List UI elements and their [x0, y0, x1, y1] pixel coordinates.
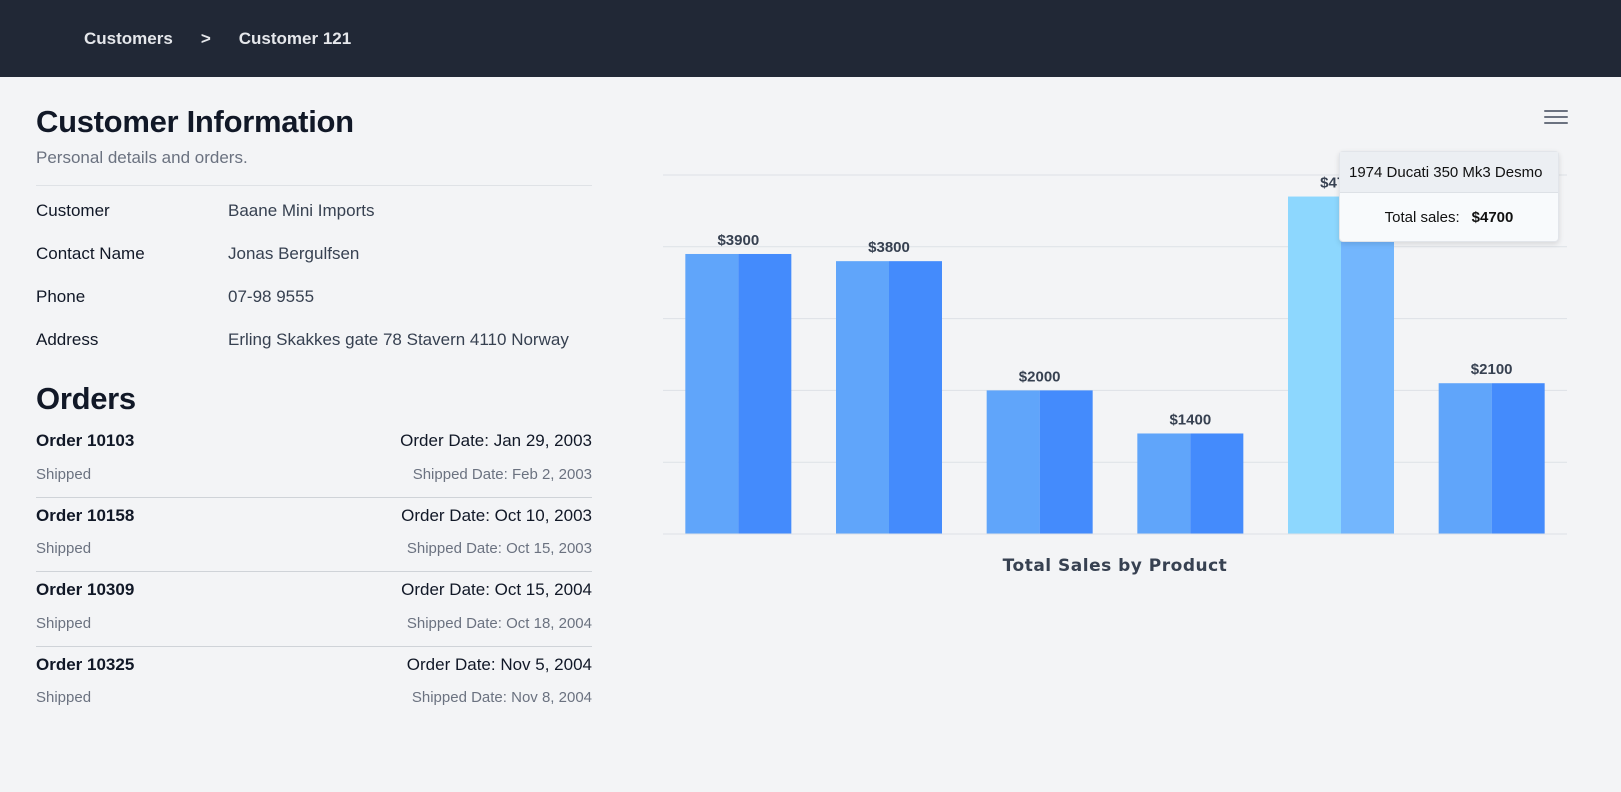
bar-right-face [889, 261, 942, 534]
bar-left-face [1438, 383, 1492, 534]
bar-right-face [1190, 433, 1244, 534]
bar-right-face [738, 253, 792, 535]
order-date: Order Date: Nov 5, 2004 [406, 654, 592, 674]
page-title: Customer Information [36, 104, 354, 139]
shipped-date: Shipped Date: Feb 2, 2003 [412, 465, 592, 483]
top-navigation-bar: Customers > Customer 121 [0, 0, 1621, 77]
customer-details: Customer Baane Mini Imports Contact Name… [36, 189, 592, 361]
orders-heading: Orders [36, 381, 136, 416]
order-status: Shipped [36, 614, 92, 632]
chart-title: Total Sales by Product [1003, 556, 1228, 576]
customer-name-row: Customer Baane Mini Imports [36, 189, 592, 232]
field-label: Phone [36, 286, 86, 306]
field-value: Jonas Bergulfsen [228, 243, 360, 263]
breadcrumb-customers[interactable]: Customers [84, 28, 173, 48]
hamburger-menu-icon[interactable] [1544, 110, 1568, 128]
order-id: Order 10309 [36, 580, 135, 599]
bar-data-label: $2000 [1019, 368, 1061, 385]
bar-right-face [1341, 196, 1394, 534]
breadcrumb-separator: > [200, 28, 211, 48]
order-item[interactable]: Order 10309 Order Date: Oct 15, 2004 Shi… [36, 572, 592, 647]
bar-data-label: $3900 [717, 232, 759, 249]
sales-bar-chart: $3900 $3800 $2000 $1400 $4700 $2100 Total Sale… [663, 174, 1567, 576]
bar-left-face [685, 253, 739, 535]
bar-data-label: $2100 [1471, 361, 1513, 378]
bar-left-face [836, 261, 889, 534]
shipped-date: Shipped Date: Nov 8, 2004 [411, 689, 592, 706]
chart-tooltip: 1974 Ducati 350 Mk3 Desmo Total sales: $… [1339, 151, 1559, 242]
orders-list: Order 10103 Order Date: Jan 29, 2003 Shi… [36, 423, 592, 721]
bar-left-face [1137, 433, 1191, 534]
tooltip-value: $4700 [1471, 209, 1514, 226]
order-status: Shipped [36, 465, 92, 483]
chart-bar[interactable] [1288, 196, 1394, 534]
order-item[interactable]: Order 10158 Order Date: Oct 10, 2003 Shi… [36, 498, 592, 572]
order-item[interactable]: Order 10325 Order Date: Nov 5, 2004 Ship… [36, 647, 592, 722]
section-divider [36, 185, 592, 186]
order-id: Order 10325 [36, 654, 135, 674]
order-id: Order 10103 [36, 431, 135, 450]
order-status: Shipped [36, 540, 92, 557]
shipped-date: Shipped Date: Oct 18, 2004 [406, 614, 592, 632]
tooltip-label: Total sales: [1384, 209, 1460, 226]
page-subtitle: Personal details and orders. [36, 148, 248, 167]
order-id: Order 10158 [36, 505, 135, 525]
field-label: Customer [36, 200, 110, 220]
field-value: Erling Skakkes gate 78 Stavern 4110 Norw… [228, 329, 569, 349]
order-date: Order Date: Oct 15, 2004 [401, 580, 592, 599]
bar-left-face [1288, 196, 1341, 534]
field-value: Baane Mini Imports [228, 200, 375, 220]
bar-data-label: $1400 [1169, 411, 1211, 428]
tooltip-body: Total sales: $4700 [1340, 193, 1558, 242]
bar-right-face [1491, 383, 1545, 534]
address-row: Address Erling Skakkes gate 78 Stavern 4… [36, 318, 592, 361]
chart-bar[interactable] [1438, 383, 1545, 534]
tooltip-title: 1974 Ducati 350 Mk3 Desmo [1340, 152, 1558, 193]
bar-left-face [986, 390, 1040, 534]
shipped-date: Shipped Date: Oct 15, 2003 [406, 540, 592, 557]
order-date: Order Date: Jan 29, 2003 [400, 431, 592, 450]
order-item[interactable]: Order 10103 Order Date: Jan 29, 2003 Shi… [36, 423, 592, 498]
field-label: Contact Name [36, 243, 145, 263]
chart-bar[interactable] [1137, 433, 1244, 534]
chart-bar[interactable] [685, 253, 792, 535]
phone-row: Phone 07-98 9555 [36, 275, 592, 318]
chart-bar[interactable] [836, 261, 942, 534]
bar-data-label: $3800 [868, 239, 910, 256]
contact-name-row: Contact Name Jonas Bergulfsen [36, 232, 592, 275]
field-label: Address [36, 329, 99, 349]
order-status: Shipped [36, 689, 92, 706]
breadcrumb-current-customer: Customer 121 [238, 28, 352, 48]
chart-bar[interactable] [986, 390, 1093, 534]
field-value: 07-98 9555 [228, 286, 315, 306]
customer-panel: Customer Information Personal details an… [36, 104, 592, 721]
order-date: Order Date: Oct 10, 2003 [401, 505, 592, 525]
bar-right-face [1039, 390, 1093, 534]
sales-chart-container: $3900 $3800 $2000 $1400 $4700 $2100 Total Sale… [660, 100, 1580, 600]
